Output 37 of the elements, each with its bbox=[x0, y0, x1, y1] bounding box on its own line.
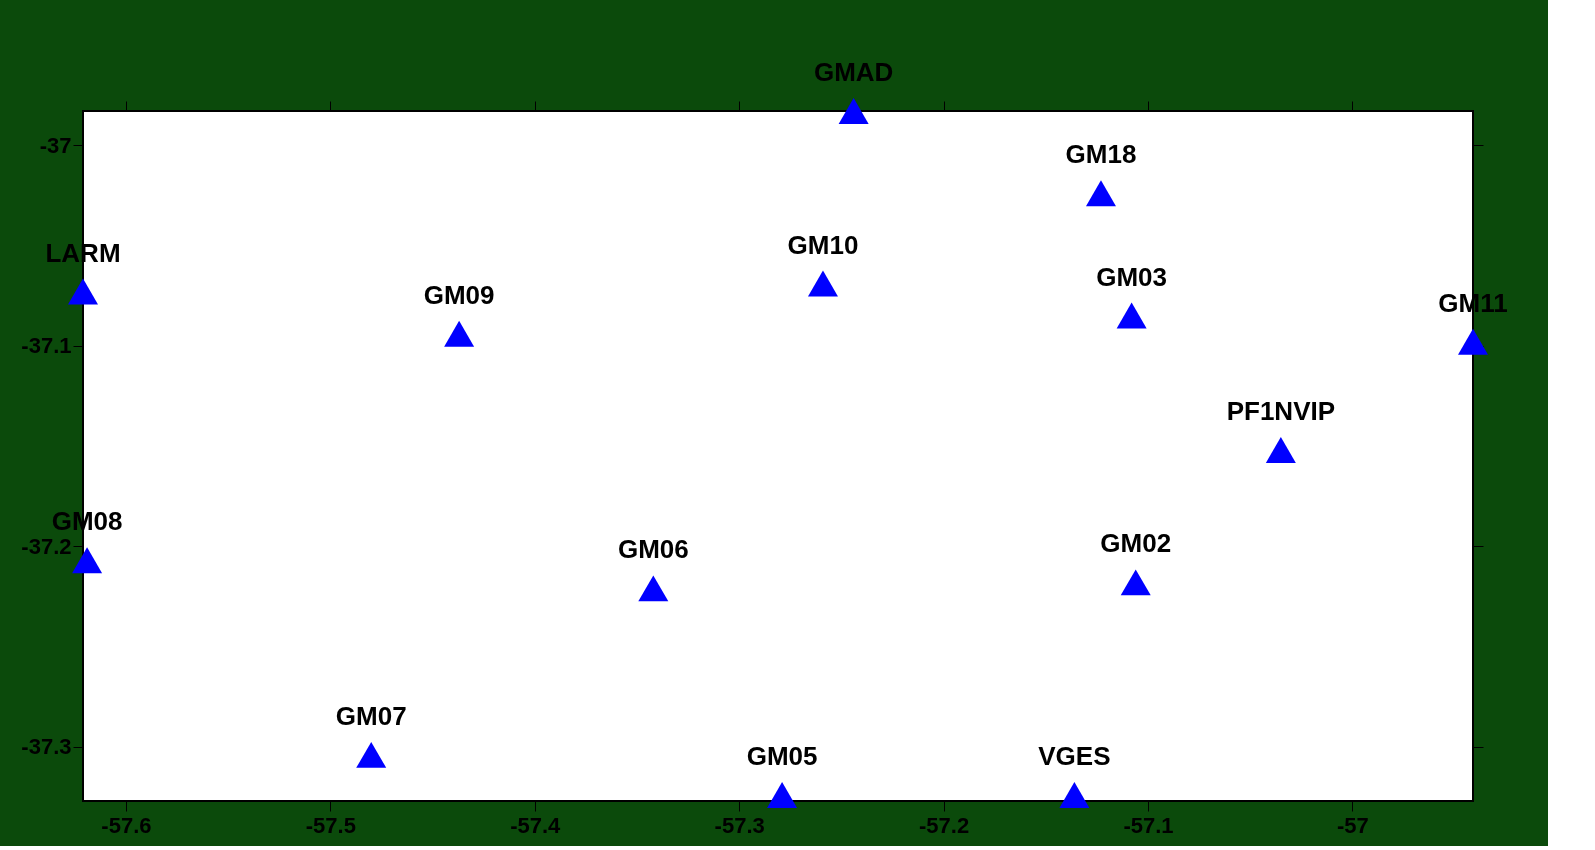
point bbox=[838, 98, 869, 124]
y-tick-label: -37.3 bbox=[21, 734, 72, 760]
series-label: GM06 bbox=[617, 534, 689, 565]
point bbox=[767, 781, 798, 808]
series-label: GM05 bbox=[746, 740, 818, 771]
series-label: GM02 bbox=[1100, 528, 1172, 559]
x-tick-label: -57.5 bbox=[305, 812, 356, 838]
y-tick-label: -37 bbox=[39, 132, 72, 158]
series-label: GM03 bbox=[1096, 261, 1168, 292]
x-tick-label: -57.4 bbox=[510, 812, 562, 838]
series-label: GM07 bbox=[335, 700, 407, 731]
point bbox=[1085, 180, 1116, 207]
point bbox=[72, 547, 103, 574]
point bbox=[1120, 569, 1151, 596]
series-label: PF1NVIP bbox=[1226, 395, 1336, 426]
x-tick-label: -57.6 bbox=[101, 812, 152, 838]
point bbox=[807, 270, 838, 297]
point bbox=[1116, 302, 1147, 329]
y-tick-label: -37.2 bbox=[21, 533, 72, 559]
series-label: GMAD bbox=[813, 57, 894, 87]
point bbox=[68, 278, 98, 305]
x-tick-label: -57 bbox=[1337, 812, 1369, 838]
series-label: GM09 bbox=[423, 279, 495, 310]
point bbox=[444, 320, 475, 347]
series-label: GM10 bbox=[787, 229, 859, 260]
x-tick-label: -57.2 bbox=[919, 812, 970, 838]
point bbox=[1265, 436, 1296, 463]
point bbox=[356, 741, 387, 768]
series-label: GM11 bbox=[1438, 287, 1508, 318]
point bbox=[1458, 328, 1488, 355]
x-tick-label: -57.3 bbox=[714, 812, 765, 838]
series-label: VGES bbox=[1038, 740, 1111, 771]
series-label: GM18 bbox=[1065, 139, 1137, 170]
point bbox=[638, 575, 669, 602]
x-tick-label: -57.1 bbox=[1123, 812, 1174, 838]
y-tick-label: -37.1 bbox=[21, 333, 72, 359]
point bbox=[1059, 781, 1090, 808]
